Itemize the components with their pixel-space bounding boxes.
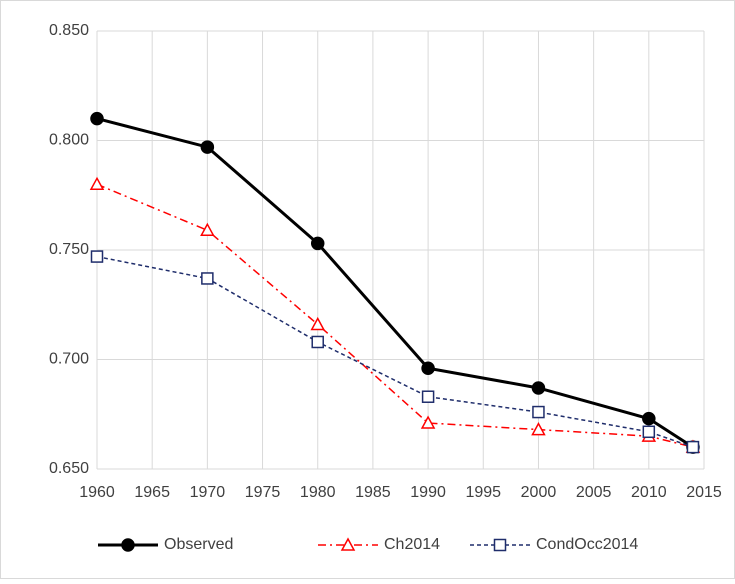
x-tick-label: 1960 (79, 484, 115, 501)
data-point (200, 140, 215, 154)
legend-label: Ch2014 (384, 536, 440, 553)
legend-item: Ch2014 (318, 536, 440, 553)
x-tick-label: 1975 (245, 484, 281, 501)
data-point (421, 390, 435, 403)
data-point (311, 335, 324, 349)
data-point (310, 236, 325, 251)
x-tick-label: 1970 (190, 484, 226, 501)
y-tick-label: 0.700 (49, 351, 89, 368)
y-tick-label: 0.850 (49, 22, 89, 39)
data-point (200, 222, 215, 237)
legend-item: CondOcc2014 (470, 536, 638, 553)
data-point (642, 425, 656, 439)
data-point (89, 176, 105, 191)
x-tick-label: 1980 (300, 484, 336, 501)
data-point (90, 250, 104, 263)
y-tick-label: 0.800 (49, 132, 89, 149)
data-point (531, 422, 546, 436)
data-point (686, 440, 700, 454)
data-point (532, 405, 545, 419)
x-tick-label: 2005 (576, 484, 612, 501)
data-point (642, 411, 656, 426)
data-point (90, 111, 104, 126)
data-point (201, 272, 214, 285)
x-tick-label: 1985 (355, 484, 391, 501)
x-tick-label: 2010 (631, 484, 667, 501)
data-point (420, 415, 436, 429)
x-tick-label: 1990 (410, 484, 446, 501)
legend-marker (121, 538, 135, 552)
legend-marker (340, 537, 356, 551)
legend-label: Observed (164, 536, 233, 553)
legend-label: CondOcc2014 (536, 536, 638, 553)
legend-item: Observed (98, 536, 233, 553)
x-tick-label: 1995 (465, 484, 501, 501)
x-tick-label: 2000 (521, 484, 557, 501)
data-point (421, 361, 435, 376)
y-tick-label: 0.650 (49, 460, 89, 477)
legend-marker (493, 538, 507, 552)
data-point (310, 316, 325, 331)
x-tick-label: 2015 (686, 484, 722, 501)
data-point (531, 381, 546, 395)
x-tick-label: 1965 (134, 484, 170, 501)
y-tick-label: 0.750 (49, 241, 89, 258)
